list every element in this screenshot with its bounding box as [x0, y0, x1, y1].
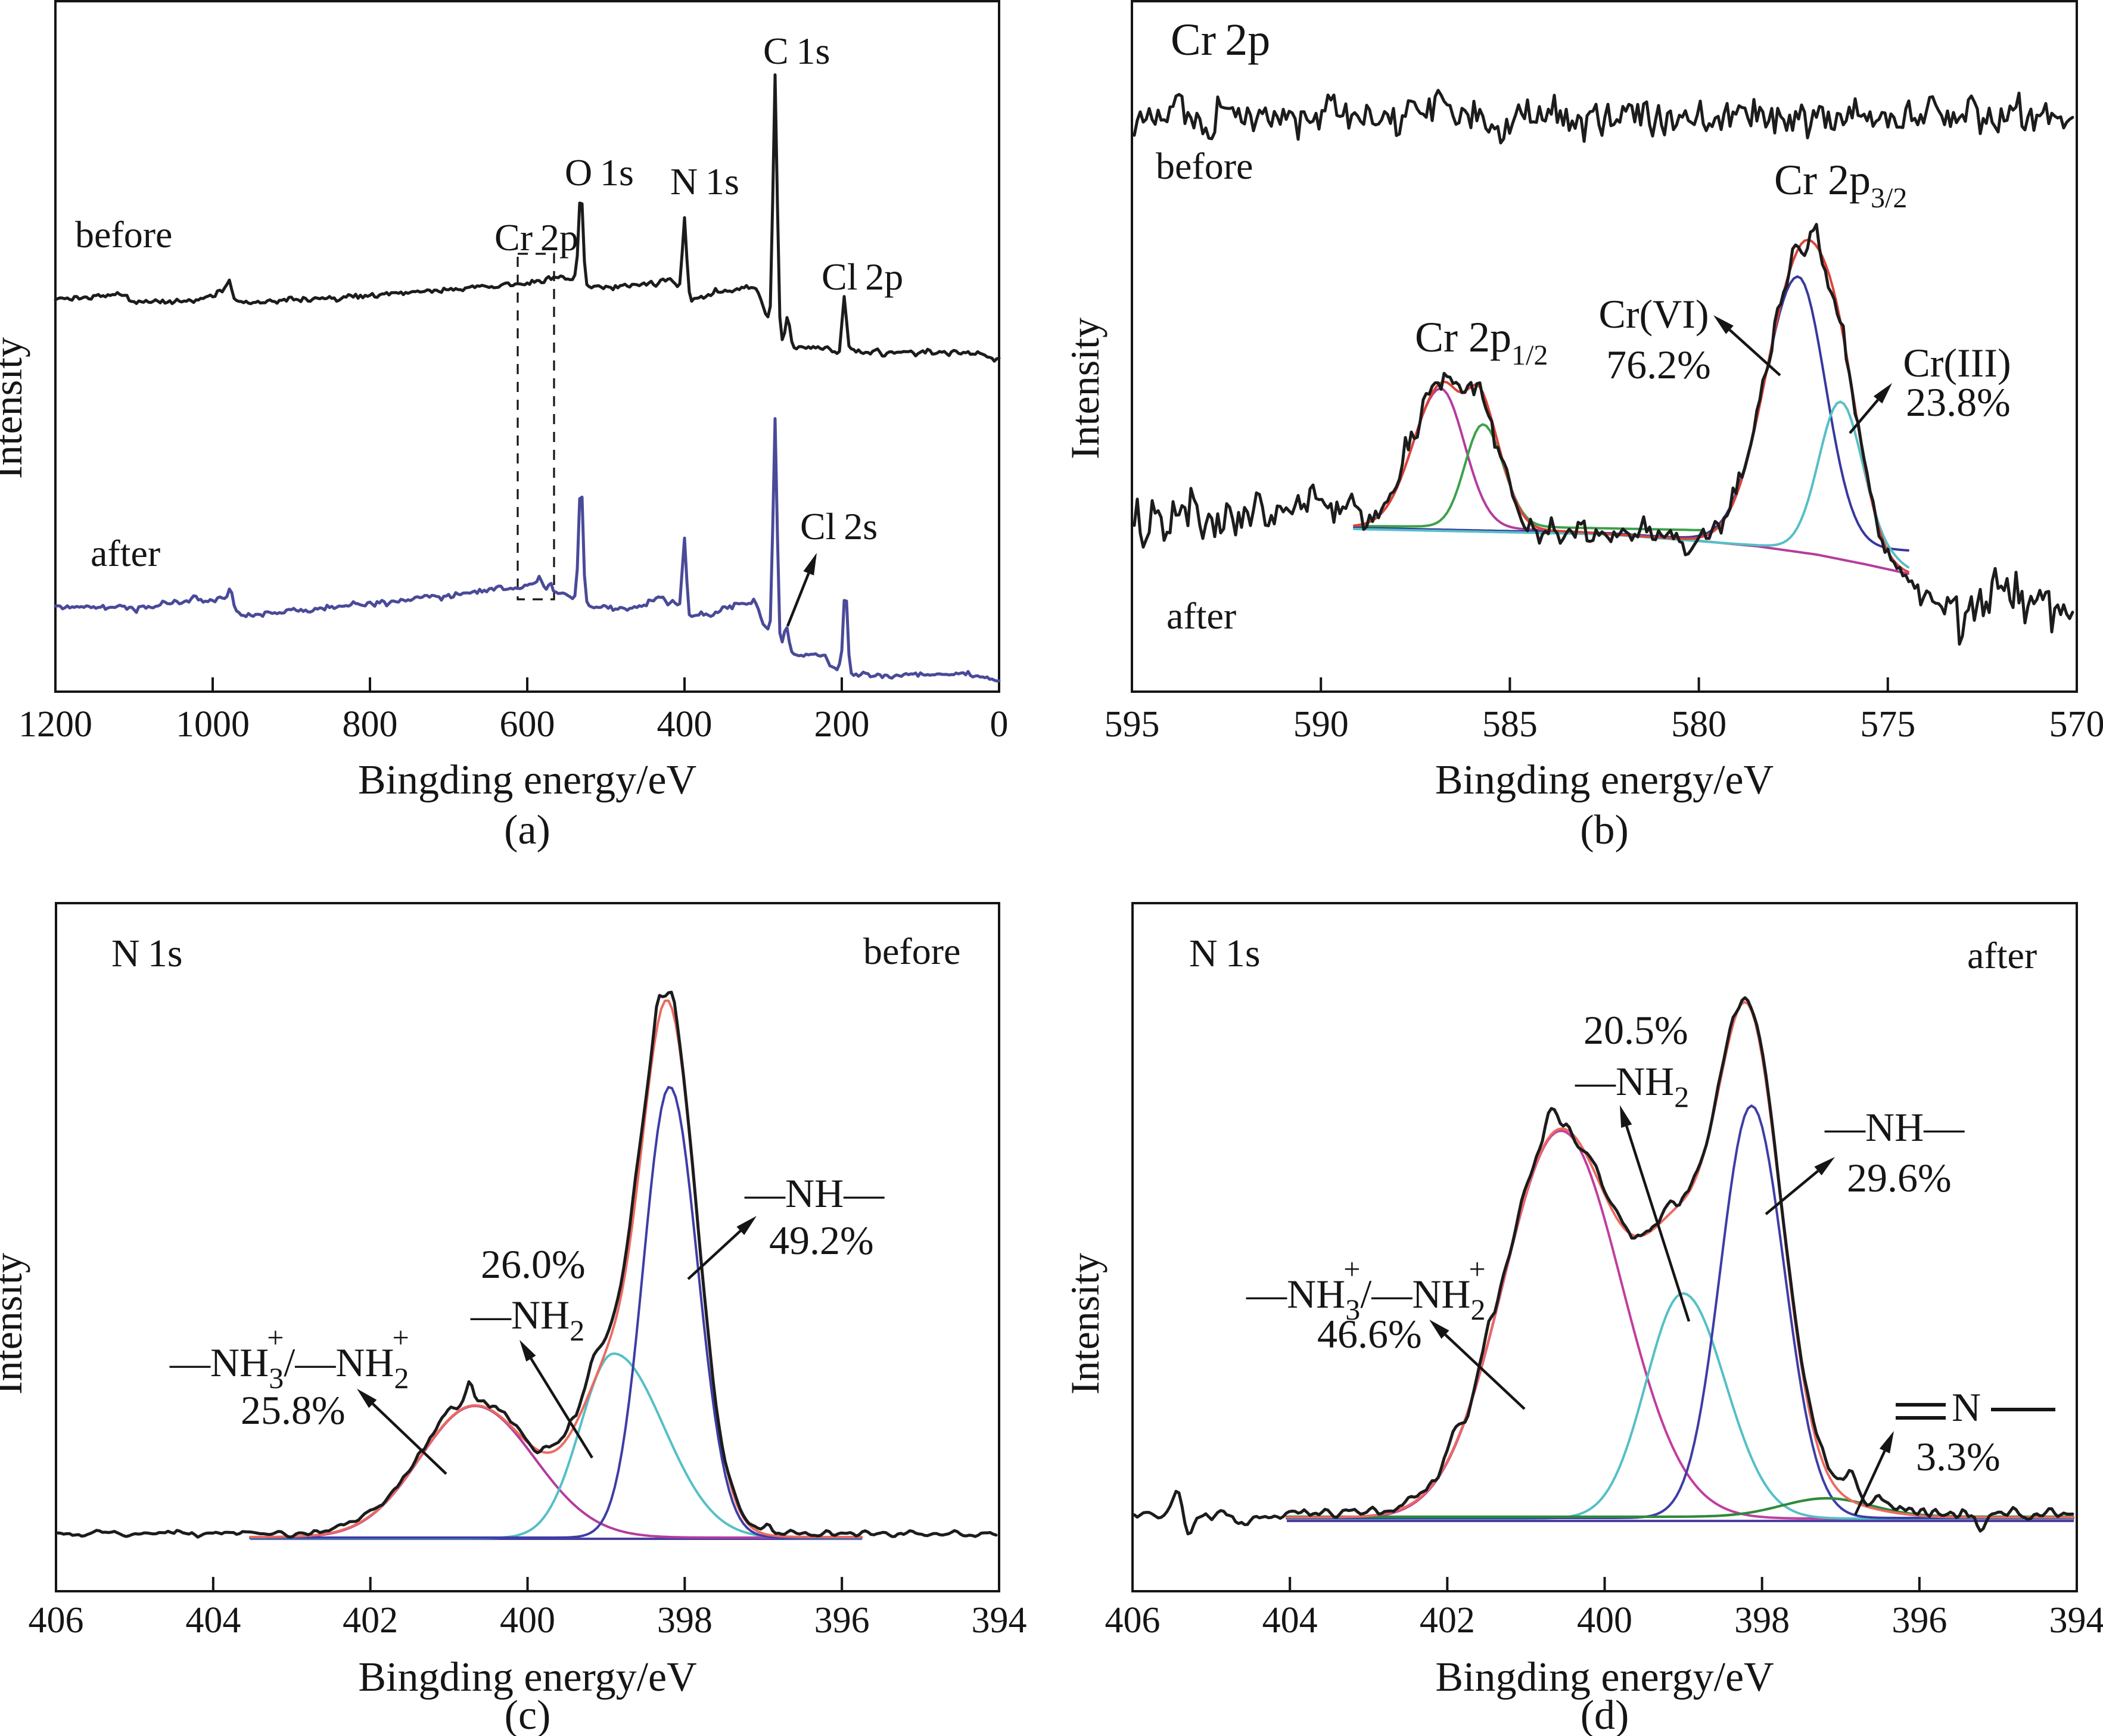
svg-text:Intensity: Intensity: [1062, 1253, 1108, 1395]
svg-text:Bingding energy/eV: Bingding energy/eV: [1435, 1654, 1774, 1700]
svg-text:N 1s: N 1s: [111, 932, 183, 975]
svg-text:406: 406: [29, 1600, 84, 1641]
svg-text:Cr 2p1/2: Cr 2p1/2: [1415, 313, 1548, 371]
svg-text:Cr(VI): Cr(VI): [1598, 291, 1709, 337]
svg-text:46.6%: 46.6%: [1317, 1311, 1422, 1357]
svg-text:O 1s: O 1s: [565, 151, 634, 194]
svg-text:before: before: [1156, 145, 1253, 187]
svg-text:76.2%: 76.2%: [1606, 342, 1711, 387]
svg-text:N 1s: N 1s: [1189, 932, 1261, 975]
svg-text:398: 398: [1734, 1600, 1790, 1641]
svg-text:394: 394: [2049, 1600, 2103, 1641]
svg-text:1200: 1200: [18, 704, 92, 745]
svg-text:Cr 2p: Cr 2p: [494, 216, 578, 259]
svg-text:200: 200: [814, 704, 870, 745]
svg-text:406: 406: [1105, 1600, 1161, 1641]
svg-text:—NH3+/—NH2+: —NH3+/—NH2+: [169, 1321, 417, 1395]
svg-text:(b): (b): [1580, 807, 1629, 853]
svg-text:N 1s: N 1s: [670, 160, 739, 203]
svg-text:402: 402: [1420, 1600, 1475, 1641]
svg-text:Cr(III): Cr(III): [1903, 340, 2011, 385]
svg-text:585: 585: [1482, 704, 1538, 745]
svg-text:before: before: [75, 213, 172, 256]
svg-text:575: 575: [1860, 704, 1915, 745]
svg-text:396: 396: [814, 1600, 870, 1641]
svg-text:after: after: [91, 532, 160, 574]
svg-text:Intensity: Intensity: [0, 337, 30, 479]
svg-text:—NH2: —NH2: [470, 1292, 593, 1347]
svg-text:Bingding energy/eV: Bingding energy/eV: [358, 757, 696, 803]
svg-text:398: 398: [657, 1600, 713, 1641]
svg-text:Bingding energy/eV: Bingding energy/eV: [358, 1654, 696, 1700]
svg-text:396: 396: [1892, 1600, 1947, 1641]
svg-text:580: 580: [1671, 704, 1726, 745]
svg-text:after: after: [1166, 595, 1236, 637]
svg-text:(c): (c): [505, 1693, 551, 1736]
svg-text:23.8%: 23.8%: [1906, 379, 2011, 425]
svg-text:590: 590: [1293, 704, 1349, 745]
svg-text:—NH2: —NH2: [1575, 1059, 1697, 1113]
svg-text:1000: 1000: [176, 704, 250, 745]
svg-text:Cl 2s: Cl 2s: [800, 505, 878, 547]
svg-text:25.8%: 25.8%: [241, 1387, 346, 1433]
svg-text:400: 400: [657, 704, 713, 745]
svg-text:Cl 2p: Cl 2p: [822, 256, 903, 298]
svg-text:26.0%: 26.0%: [481, 1242, 586, 1287]
svg-text:600: 600: [500, 704, 555, 745]
svg-text:Intensity: Intensity: [1062, 318, 1108, 459]
svg-text:before: before: [863, 930, 960, 972]
svg-text:C 1s: C 1s: [763, 30, 830, 72]
svg-text:after: after: [1967, 934, 2037, 976]
svg-text:3.3%: 3.3%: [1916, 1434, 2001, 1479]
svg-text:Bingding energy/eV: Bingding energy/eV: [1435, 757, 1774, 803]
svg-text:(a): (a): [504, 807, 550, 853]
svg-text:595: 595: [1105, 704, 1160, 745]
svg-text:402: 402: [343, 1600, 398, 1641]
svg-text:N: N: [1952, 1385, 1981, 1430]
svg-text:404: 404: [1262, 1600, 1318, 1641]
svg-text:400: 400: [1577, 1600, 1632, 1641]
svg-text:800: 800: [343, 704, 398, 745]
svg-text:400: 400: [500, 1600, 555, 1641]
svg-text:49.2%: 49.2%: [769, 1218, 874, 1263]
svg-text:—NH—: —NH—: [744, 1171, 885, 1216]
svg-text:Cr 2p3/2: Cr 2p3/2: [1774, 156, 1907, 214]
svg-text:29.6%: 29.6%: [1847, 1155, 1952, 1200]
svg-text:(d): (d): [1581, 1693, 1629, 1736]
svg-text:20.5%: 20.5%: [1584, 1007, 1688, 1053]
svg-text:Intensity: Intensity: [0, 1253, 30, 1395]
svg-text:Cr 2p: Cr 2p: [1171, 15, 1270, 65]
svg-text:394: 394: [972, 1600, 1027, 1641]
svg-text:404: 404: [185, 1600, 241, 1641]
svg-text:0: 0: [990, 704, 1009, 745]
svg-text:570: 570: [2049, 704, 2103, 745]
svg-text:—NH—: —NH—: [1824, 1105, 1965, 1150]
